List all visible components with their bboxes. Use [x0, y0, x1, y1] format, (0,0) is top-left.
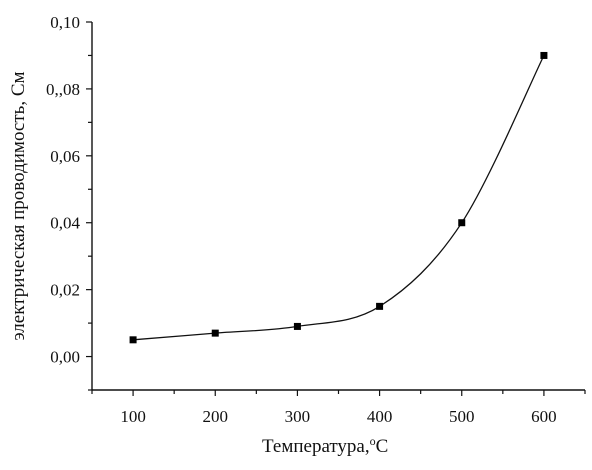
x-ticks: 100 200 300 400 500 600 — [91, 390, 586, 426]
data-point-marker — [458, 219, 466, 227]
x-tick-label: 200 — [203, 407, 229, 426]
x-tick-label: 600 — [531, 407, 557, 426]
x-axis-title-text: Температура, — [262, 436, 370, 457]
data-point-marker — [376, 302, 384, 310]
x-axis-title-unit: С — [376, 436, 389, 457]
x-tick-label: 400 — [367, 407, 393, 426]
x-tick-label: 100 — [120, 407, 146, 426]
y-ticks: 0,00 0,02 0,04 0,06 0,,08 0,10 — [46, 13, 92, 391]
data-point-marker — [293, 322, 301, 330]
data-point-marker — [211, 329, 219, 337]
y-tick-label: 0,06 — [50, 147, 80, 166]
data-markers — [129, 51, 548, 344]
y-tick-label: 0,04 — [50, 214, 80, 233]
x-tick-label: 300 — [285, 407, 311, 426]
data-point-marker — [129, 336, 137, 344]
y-tick-label: 0,02 — [50, 281, 80, 300]
y-tick-label: 0,,08 — [46, 80, 80, 99]
y-axis-title: электрическая проводимость, См — [8, 71, 29, 340]
y-tick-label: 0,10 — [50, 13, 80, 32]
y-tick-label: 0,00 — [50, 348, 80, 367]
x-axis-title: Температура,оС — [262, 434, 388, 457]
x-axis-title-degree: о — [370, 434, 376, 448]
data-point-marker — [540, 51, 548, 59]
axes — [91, 22, 585, 391]
fit-curve — [133, 55, 545, 341]
x-tick-label: 500 — [449, 407, 475, 426]
